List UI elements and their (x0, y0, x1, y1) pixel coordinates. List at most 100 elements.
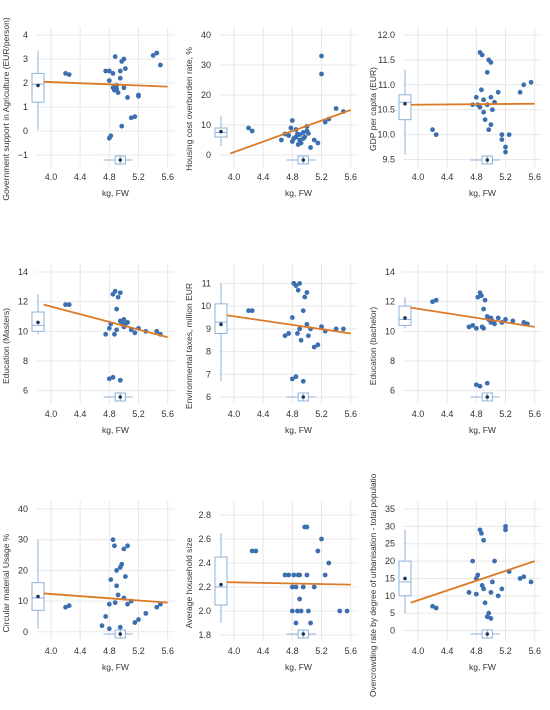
data-point (154, 328, 160, 334)
data-point (66, 603, 72, 609)
data-point (282, 572, 288, 578)
y-tick-label: 25 (385, 539, 395, 549)
data-point (106, 78, 112, 83)
data-point (289, 376, 295, 382)
y-box-mean (403, 101, 407, 106)
y-box (214, 303, 228, 334)
data-point (488, 94, 494, 100)
y-box-mean (36, 594, 40, 599)
data-point (315, 342, 321, 348)
data-point (319, 53, 324, 59)
data-point (114, 567, 120, 573)
data-point (489, 107, 495, 113)
y-tick-label: 12 (18, 297, 28, 307)
data-point (249, 548, 255, 554)
x-tick-label: 4.8 (103, 646, 116, 656)
data-point (322, 572, 328, 578)
x-tick-label: 4.8 (470, 172, 483, 182)
y-box-mean (403, 576, 407, 581)
data-point (308, 620, 313, 626)
data-point (286, 331, 292, 336)
data-point (295, 608, 300, 614)
x-tick-label: 4.0 (412, 646, 425, 656)
data-point (103, 614, 109, 619)
x-tick-label: 5.2 (499, 409, 512, 419)
y-axis-label: GDP per capita (EUR) (368, 67, 378, 151)
data-point (106, 325, 112, 331)
y-tick-label: 20 (18, 565, 28, 575)
data-point (291, 572, 297, 578)
x-tick-label: 4.8 (470, 646, 483, 656)
data-point (297, 132, 303, 138)
data-point (114, 306, 120, 312)
x-axis-label: kg, FW (102, 425, 129, 435)
y-tick-label: 30 (18, 535, 28, 545)
data-point (282, 333, 288, 339)
y-tick-label: 7 (206, 369, 211, 379)
data-point (122, 66, 128, 71)
x-tick-label: 4.4 (74, 646, 87, 656)
data-point (319, 536, 324, 542)
data-point (344, 608, 350, 614)
data-point (286, 572, 292, 578)
data-point (117, 624, 123, 630)
data-point (117, 290, 123, 296)
data-point (319, 71, 324, 77)
y-tick-label: 2.8 (198, 510, 211, 520)
data-point (302, 134, 308, 140)
data-point (433, 297, 439, 303)
data-point (337, 608, 343, 614)
x-tick-label: 4.0 (228, 646, 241, 656)
x-tick-label: 4.8 (103, 409, 116, 419)
y-box-mean (219, 322, 223, 327)
data-point (479, 87, 484, 93)
data-point (305, 333, 311, 339)
scatter-panel: 4.0 4.4 4.8 5.2 5.6 −1 0 1 2 3 4 kg, FW Government s… (1, 17, 175, 201)
data-point (308, 145, 313, 150)
x-tick-label: 5.2 (315, 172, 328, 182)
x-axis-label: kg, FW (102, 662, 129, 672)
data-point (311, 584, 317, 590)
data-point (112, 543, 117, 549)
data-point (112, 87, 117, 93)
y-tick-label: 10 (18, 326, 28, 336)
data-point (119, 123, 125, 129)
data-point (305, 131, 311, 136)
y-axis-label: Education (bachelor) (368, 307, 378, 386)
data-point (136, 617, 141, 622)
x-tick-label: 4.0 (228, 409, 241, 419)
data-point (470, 322, 476, 328)
trend-line (226, 581, 351, 586)
y-tick-label: 8 (23, 356, 28, 366)
data-point (510, 318, 516, 324)
x-tick-label: 4.0 (45, 646, 58, 656)
y-tick-label: 2.2 (198, 582, 211, 592)
data-point (488, 59, 494, 65)
x-tick-label: 5.6 (528, 409, 541, 419)
data-point (289, 608, 295, 614)
data-point (125, 601, 130, 607)
y-tick-label: 20 (201, 90, 211, 100)
data-point (103, 68, 109, 74)
x-tick-label: 4.0 (45, 409, 58, 419)
x-tick-label: 5.2 (315, 646, 328, 656)
data-point (499, 132, 505, 138)
data-point (103, 331, 109, 337)
data-point (484, 69, 490, 75)
trend-line (43, 80, 168, 88)
data-point (121, 317, 127, 322)
data-point (106, 68, 112, 74)
data-point (503, 144, 508, 150)
x-tick-label: 5.2 (132, 409, 145, 419)
data-point (114, 583, 120, 589)
data-point (475, 572, 481, 578)
data-point (482, 297, 488, 303)
data-point (293, 584, 299, 590)
x-tick-label: 5.6 (161, 172, 174, 182)
x-box-mean (118, 632, 123, 636)
y-tick-label: 10 (385, 591, 395, 601)
data-point (488, 616, 494, 621)
y-tick-label: 5 (390, 608, 395, 618)
x-tick-label: 4.4 (441, 646, 454, 656)
y-tick-label: 11 (202, 278, 211, 288)
